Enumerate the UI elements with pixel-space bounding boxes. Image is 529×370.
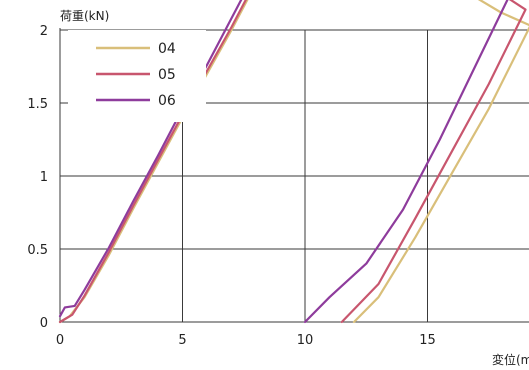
x-tick-label: 5 [178, 333, 186, 348]
series-line-05 [58, 0, 527, 324]
legend-label-06: 06 [158, 93, 176, 109]
x-tick-label: 0 [56, 333, 64, 348]
y-axis-label: 荷重(kN) [60, 9, 109, 23]
y-tick-label: 0.5 [27, 243, 48, 258]
y-tick-label: 0 [40, 316, 48, 331]
series-line-04 [58, 0, 529, 324]
x-tick-label: 15 [419, 333, 436, 348]
x-axis-label: 変位(mm) [492, 352, 529, 367]
tick-labels: 00.511.522.533.54051015 [27, 24, 436, 348]
legend-label-04: 04 [158, 41, 176, 57]
series-line-06 [58, 0, 509, 324]
legend-label-05: 05 [158, 67, 176, 83]
y-tick-label: 1 [40, 170, 48, 185]
legend: 04 05 06 [68, 30, 206, 122]
y-tick-label: 2 [40, 24, 48, 39]
y-tick-label: 1.5 [27, 97, 48, 112]
plot-lines [58, 0, 529, 324]
legend-box [68, 30, 206, 122]
x-tick-label: 10 [297, 333, 314, 348]
